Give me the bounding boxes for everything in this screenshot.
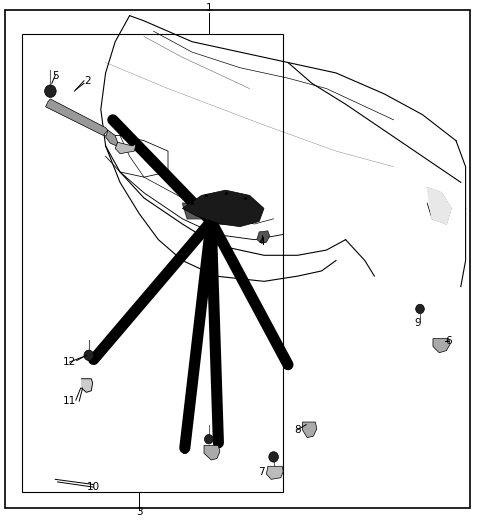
Text: 8: 8 — [294, 425, 301, 435]
Text: 10: 10 — [87, 482, 100, 492]
Circle shape — [45, 85, 56, 97]
Polygon shape — [427, 188, 451, 224]
Text: 1: 1 — [205, 3, 212, 13]
Bar — [22, 34, 283, 492]
Text: 12: 12 — [63, 357, 76, 367]
Polygon shape — [182, 203, 202, 219]
Polygon shape — [230, 203, 250, 219]
Polygon shape — [266, 466, 283, 479]
Text: 9: 9 — [414, 318, 421, 328]
Text: 5: 5 — [181, 445, 188, 456]
Text: 7: 7 — [258, 466, 265, 477]
Circle shape — [84, 350, 94, 361]
Polygon shape — [433, 339, 450, 353]
Polygon shape — [302, 422, 317, 438]
Polygon shape — [46, 99, 108, 135]
Text: 3: 3 — [136, 506, 143, 517]
Polygon shape — [182, 190, 264, 227]
Text: 4: 4 — [258, 237, 265, 247]
Polygon shape — [106, 130, 118, 146]
Circle shape — [269, 452, 278, 462]
Circle shape — [416, 304, 424, 314]
Text: 5: 5 — [52, 70, 59, 81]
Circle shape — [204, 435, 213, 444]
Text: 11: 11 — [63, 396, 76, 406]
Polygon shape — [82, 379, 93, 392]
Polygon shape — [115, 142, 136, 154]
Polygon shape — [257, 231, 270, 243]
Polygon shape — [204, 445, 220, 460]
Text: 6: 6 — [445, 336, 452, 346]
Polygon shape — [211, 208, 230, 224]
Text: 2: 2 — [84, 76, 91, 86]
